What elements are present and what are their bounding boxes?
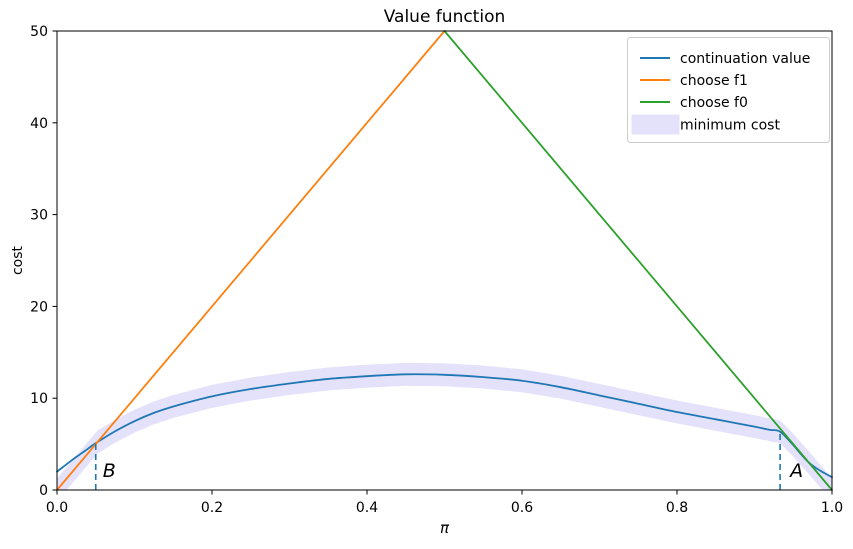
legend-label-choose-f1: choose f1 xyxy=(680,73,748,89)
x-tick-label: 0.8 xyxy=(666,500,688,516)
legend-label-minimum-cost: minimum cost xyxy=(680,118,780,134)
y-tick-label: 10 xyxy=(30,391,48,407)
y-tick-label: 40 xyxy=(30,116,48,132)
x-tick-label: 0.4 xyxy=(356,500,378,516)
annotation-A: A xyxy=(788,460,803,482)
line-continuation-value xyxy=(56,373,833,479)
legend-swatches xyxy=(631,57,680,135)
line-choose-f0 xyxy=(443,30,833,491)
y-axis-label: cost xyxy=(10,245,26,275)
x-tick-label: 0.0 xyxy=(46,500,68,516)
chart-title: Value function xyxy=(384,7,506,27)
x-tick-label: 1.0 xyxy=(821,500,843,516)
minimum-cost-band-area xyxy=(57,362,832,490)
legend: continuation value choose f1 choose f0 m… xyxy=(627,37,830,143)
x-tick-label: 0.6 xyxy=(511,500,533,516)
annotation-B: B xyxy=(103,460,116,482)
threshold-dashed-lines xyxy=(94,431,781,490)
line-choose-f1 xyxy=(56,30,446,491)
legend-label-continuation-value: continuation value xyxy=(680,51,810,67)
y-tick-label: 20 xyxy=(30,299,48,315)
minimum-cost-band xyxy=(57,362,832,490)
legend-label-choose-f0: choose f0 xyxy=(680,95,748,111)
y-tick-label: 50 xyxy=(30,24,48,40)
x-axis-label: π xyxy=(440,519,450,537)
series-lines xyxy=(56,30,833,491)
y-tick-label: 0 xyxy=(39,483,48,499)
legend-swatch-minimum-cost xyxy=(631,114,680,135)
y-tick-label: 30 xyxy=(30,208,48,224)
x-tick-label: 0.2 xyxy=(201,500,223,516)
plot-border xyxy=(56,30,833,491)
axes: 0.0 0.2 0.4 0.6 0.8 1.0 0 10 20 30 40 50 xyxy=(30,24,843,516)
